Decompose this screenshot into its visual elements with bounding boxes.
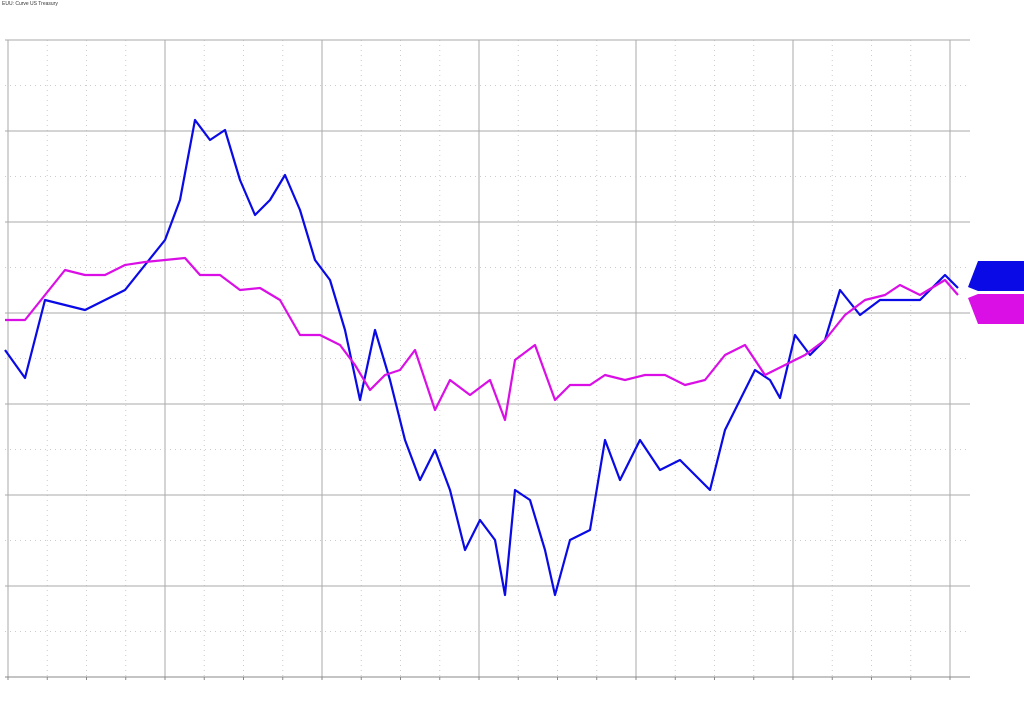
last-value-tag	[968, 261, 1024, 291]
series-line	[4, 118, 959, 597]
series-line	[5, 256, 959, 422]
chart-title: EUU: Curve US Treasury	[2, 1, 58, 7]
last-value-tag	[968, 294, 1024, 324]
